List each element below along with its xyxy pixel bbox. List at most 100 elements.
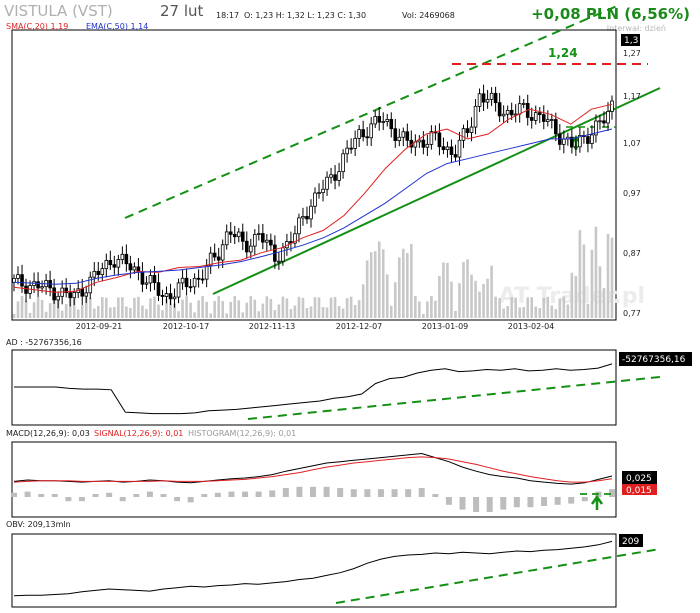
volume-bar (418, 301, 421, 318)
volume-bar (333, 297, 337, 318)
volume-bar (566, 304, 570, 318)
candle-body (92, 270, 97, 278)
candle-body (192, 277, 197, 288)
candle-body (224, 231, 229, 246)
volume-bar (410, 243, 413, 318)
volume-bar (570, 272, 574, 318)
histogram-bar (187, 497, 194, 503)
volume-bar (109, 307, 112, 318)
candle-body (257, 233, 261, 235)
macd-value-box (622, 471, 657, 484)
volume-bar (610, 237, 614, 318)
candle-body (305, 216, 309, 220)
candle-body (493, 92, 498, 104)
volume-bar (438, 276, 441, 318)
volume-bar (393, 282, 397, 318)
candle-body (541, 114, 546, 122)
histogram-bar (133, 494, 140, 497)
volume-bar (542, 297, 546, 318)
candle-body (84, 292, 89, 297)
candle-body (80, 288, 85, 297)
candle-body (401, 131, 406, 138)
candle-body (180, 277, 185, 284)
y-tick-label: 1,27 (623, 49, 641, 58)
volume-bar (305, 308, 309, 318)
candle-body (590, 134, 594, 144)
candle-body (24, 285, 28, 294)
volume-bar (40, 299, 44, 318)
candle-body (124, 253, 129, 265)
volume-bar (325, 307, 329, 318)
histogram-bar (609, 489, 615, 497)
candle-body (369, 123, 373, 139)
volume-bar (450, 281, 453, 318)
volume-bar (185, 296, 188, 318)
candle-body (116, 259, 121, 268)
candle-body (377, 116, 382, 123)
candle-body (293, 233, 297, 244)
volume-bar (486, 278, 489, 318)
volume-bar (357, 300, 361, 318)
obv-value-label: 209 (622, 537, 639, 547)
candle-body (345, 147, 349, 155)
candle-body (606, 110, 610, 124)
histogram-bar (323, 486, 330, 497)
candle-body (265, 239, 269, 243)
volume-bar (506, 305, 509, 318)
volume-bar (586, 303, 590, 318)
volume-bar (44, 311, 48, 318)
volume-bar (28, 312, 32, 318)
volume-bar (446, 262, 449, 318)
histogram-bar (527, 497, 534, 508)
candle-body (365, 136, 369, 139)
candle-body (537, 112, 542, 116)
volume-bar (562, 296, 566, 318)
volume-bar (113, 306, 116, 318)
candle-body (317, 192, 321, 194)
signal-legend: SIGNAL(12,26,9): 0,01 (94, 429, 183, 438)
candle-body (329, 174, 333, 178)
volume-bar (321, 306, 325, 318)
candle-body (461, 128, 466, 141)
candle-body (156, 282, 161, 296)
candle-body (381, 121, 386, 123)
obv-value-box (619, 534, 643, 547)
volume-bar (341, 308, 345, 318)
candle-body (393, 128, 398, 141)
volume-bar (402, 248, 405, 318)
volume-bar (482, 283, 485, 318)
candle-body (281, 247, 285, 262)
candle-body (100, 268, 105, 275)
candle-body (405, 131, 410, 141)
candle-body (20, 274, 24, 287)
candle-body (128, 263, 133, 271)
volume-bar (349, 296, 353, 318)
candle-body (108, 260, 113, 266)
candle-body (56, 295, 60, 301)
candle-body (240, 231, 245, 242)
volume-bar (201, 296, 204, 318)
histogram-bar (242, 491, 249, 497)
histogram-bar (350, 489, 357, 497)
volume-bar (281, 296, 285, 318)
volume-bar (105, 297, 108, 318)
candle-body (425, 143, 430, 148)
volume-bar (345, 298, 349, 318)
volume-bar (12, 314, 16, 318)
candle-body (533, 112, 538, 121)
ad-trendline (247, 376, 661, 420)
histogram-bar (51, 494, 58, 497)
volume-bar (373, 251, 377, 318)
volume-bar (96, 305, 100, 318)
volume-bar (361, 284, 365, 318)
volume-bar (522, 306, 526, 318)
volume-bar (518, 307, 521, 318)
x-tick-label: 2013-02-04 (508, 322, 555, 331)
signal-line (13, 456, 613, 483)
y-tick-label: 0,97 (623, 189, 641, 198)
volume-bar (434, 300, 437, 318)
volume-bar (309, 306, 313, 318)
volume-bar (598, 266, 602, 318)
volume-bar (169, 296, 172, 318)
